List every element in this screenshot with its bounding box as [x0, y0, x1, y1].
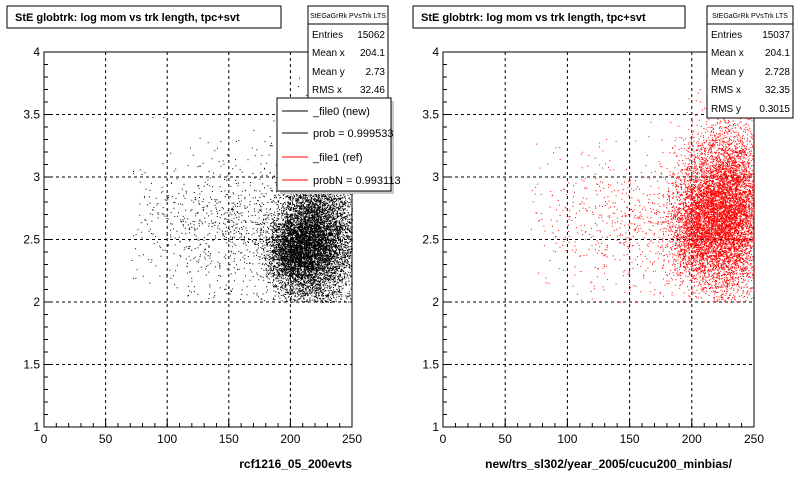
- left-plot-title: StE globtrk: log mom vs trk length, tpc+…: [15, 12, 240, 24]
- left-legend: _file0 (new) prob = 0.999533 _file1 (ref…: [276, 97, 401, 194]
- x-tick-label: 150: [620, 432, 640, 446]
- left-stats-meany-value: 2.73: [366, 67, 386, 78]
- right-stats-meany-label: Mean y: [711, 67, 744, 78]
- x-tick-label: 250: [342, 432, 362, 446]
- x-tick-label: 0: [440, 432, 447, 446]
- legend-entry-probN: probN = 0.993113: [313, 175, 401, 187]
- right-stats-frame: [706, 5, 794, 119]
- right-stats-rmsx-label: RMS x: [711, 85, 741, 96]
- x-tick-label: 150: [219, 432, 239, 446]
- right-stats-rmsy-value: 0.3015: [759, 104, 790, 115]
- right-plot-panel: StE globtrk: log mom vs trk length, tpc+…: [412, 5, 794, 471]
- scatter-point-cloud: [530, 73, 755, 303]
- right-axis-ticks: 0 50 100 150 200 250 1 1.5 2 2.5 3 3.5 4: [422, 45, 764, 446]
- x-tick-label: 50: [499, 432, 513, 446]
- right-title-box: [412, 5, 686, 29]
- x-tick-label: 100: [157, 432, 177, 446]
- left-title-box: [6, 5, 282, 29]
- y-tick-label: 1: [33, 420, 40, 434]
- right-stats-entries-value: 15037: [762, 30, 790, 41]
- y-tick-label: 1.5: [422, 358, 439, 372]
- right-stats-meanx-value: 204.1: [765, 48, 790, 59]
- left-stats-box: StEGaGrRk PVsTrk LTS Entries 15062 Mean …: [307, 5, 389, 99]
- left-stats-frame: [307, 5, 389, 99]
- y-tick-label: 4: [33, 45, 40, 59]
- y-tick-label: 1.5: [23, 358, 40, 372]
- left-stats-entries-value: 15062: [357, 30, 385, 41]
- left-stats-rmsx-value: 32.46: [360, 85, 385, 96]
- left-axis-ticks: 0 50 100 150 200 250 1 1.5 2 2.5 3 3.5 4: [23, 45, 362, 446]
- left-stats-meanx-label: Mean x: [312, 48, 345, 59]
- x-tick-label: 250: [744, 432, 764, 446]
- left-stats-name: StEGaGrRk PVsTrk LTS: [310, 13, 386, 20]
- left-stats-rmsx-label: RMS x: [312, 85, 342, 96]
- x-tick-label: 100: [557, 432, 577, 446]
- x-tick-label: 50: [99, 432, 113, 446]
- right-plot-title: StE globtrk: log mom vs trk length, tpc+…: [421, 12, 646, 24]
- legend-entry-prob: prob = 0.999533: [313, 128, 393, 140]
- right-stats-box: StEGaGrRk PVsTrk LTS Entries 15037 Mean …: [706, 5, 794, 119]
- right-scatter-points: [530, 73, 755, 303]
- legend-frame: [276, 97, 392, 192]
- legend-entry-file0: _file0 (new): [312, 106, 370, 118]
- left-stats-entries-label: Entries: [312, 30, 343, 41]
- y-tick-label: 3.5: [23, 108, 40, 122]
- left-stats-meany-label: Mean y: [312, 67, 345, 78]
- y-tick-label: 2.5: [422, 233, 439, 247]
- right-stats-meany-value: 2.728: [765, 67, 790, 78]
- y-tick-label: 3.5: [422, 108, 439, 122]
- legend-entry-file1: _file1 (ref): [312, 152, 363, 164]
- y-tick-label: 2.5: [23, 233, 40, 247]
- left-plot-panel: StE globtrk: log mom vs trk length, tpc+…: [6, 5, 401, 471]
- right-stats-entries-label: Entries: [711, 30, 742, 41]
- right-stats-meanx-label: Mean x: [711, 48, 744, 59]
- y-tick-label: 2: [432, 295, 439, 309]
- y-tick-label: 2: [33, 295, 40, 309]
- scatter-point-cloud: [131, 77, 353, 303]
- y-tick-label: 3: [33, 170, 40, 184]
- left-x-axis-label: rcf1216_05_200evts: [239, 457, 352, 471]
- y-tick-label: 1: [432, 420, 439, 434]
- x-tick-label: 0: [41, 432, 48, 446]
- left-scatter-points: [131, 77, 353, 303]
- right-stats-rmsy-label: RMS y: [711, 104, 741, 115]
- right-stats-name: StEGaGrRk PVsTrk LTS: [712, 13, 788, 20]
- x-tick-label: 200: [280, 432, 300, 446]
- x-tick-label: 200: [682, 432, 702, 446]
- left-stats-meanx-value: 204.1: [360, 48, 385, 59]
- y-tick-label: 3: [432, 170, 439, 184]
- right-x-axis-label: new/trs_sl302/year_2005/cucu200_minbias/: [485, 457, 732, 471]
- right-stats-rmsx-value: 32.35: [765, 85, 790, 96]
- y-tick-label: 4: [432, 45, 439, 59]
